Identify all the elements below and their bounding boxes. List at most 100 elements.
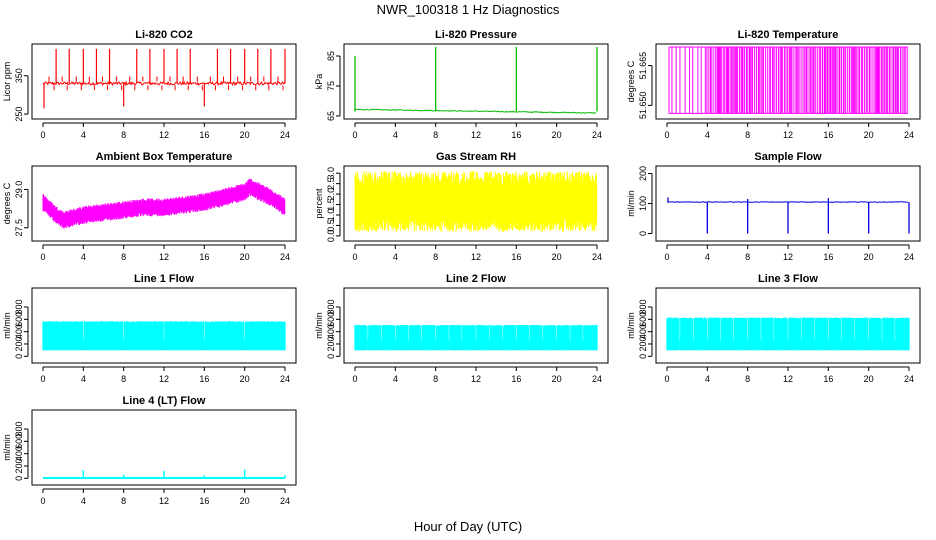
y-tick-label: 0 <box>638 231 648 236</box>
plot-frame <box>655 287 921 364</box>
chart-title: Li-820 Pressure <box>435 29 517 41</box>
y-tick-label: 0 <box>14 354 24 359</box>
chart-panel: Line 2 Flow 0 4 8 12 16 20 24 0 200400600800ml/mi… <box>314 273 609 384</box>
y-tick-label: 350 <box>14 68 24 83</box>
x-tick-label: 4 <box>81 374 86 384</box>
chart-title: Line 2 Flow <box>446 273 506 285</box>
y-tick-label: 1.5 <box>326 198 336 211</box>
x-tick-label: 12 <box>159 496 169 506</box>
plot-area <box>666 317 910 351</box>
y-tick-label: 400 <box>638 324 648 339</box>
plot-area <box>42 48 286 109</box>
x-tick-label: 8 <box>433 252 438 262</box>
y-tick-label: 75 <box>326 81 336 91</box>
y-tick-label: 800 <box>638 300 648 315</box>
y-tick-label: 800 <box>14 300 24 315</box>
x-tick-label: 4 <box>393 130 398 140</box>
x-tick-label: 20 <box>552 252 562 262</box>
y-tick-label: 0 <box>326 354 336 359</box>
plot-area <box>354 47 598 114</box>
x-tick-label: 0 <box>40 252 45 262</box>
x-tick-label: 8 <box>121 252 126 262</box>
x-tick-label: 20 <box>552 130 562 140</box>
y-tick-label: 600 <box>14 312 24 327</box>
chart-panel: Ambient Box Temperature 0 4 8 12 16 20 24 27.5 29… <box>2 151 297 262</box>
y-tick-label: 85 <box>326 51 336 61</box>
chart-title: Ambient Box Temperature <box>96 151 233 163</box>
plot-frame <box>343 287 609 364</box>
y-tick-label: 51.665 <box>638 52 648 80</box>
plot-area <box>42 321 286 351</box>
y-tick-label: 600 <box>14 434 24 449</box>
x-tick-label: 16 <box>199 374 209 384</box>
y-tick-label: 200 <box>14 458 24 473</box>
series-line <box>354 86 597 114</box>
y-axis-label: ml/min <box>626 190 636 217</box>
plot-frame <box>343 43 609 120</box>
x-tick-label: 12 <box>159 252 169 262</box>
x-tick-label: 24 <box>280 252 290 262</box>
y-tick-label: 400 <box>326 324 336 339</box>
x-tick-label: 8 <box>121 374 126 384</box>
x-tick-label: 20 <box>864 252 874 262</box>
y-tick-label: 200 <box>326 336 336 351</box>
y-tick-label: 2.5 <box>326 177 336 190</box>
x-tick-label: 4 <box>705 130 710 140</box>
x-tick-label: 0 <box>664 130 669 140</box>
y-tick-label: 200 <box>638 166 648 181</box>
x-tick-label: 20 <box>240 130 250 140</box>
x-tick-label: 4 <box>705 374 710 384</box>
plot-area <box>42 178 286 229</box>
chart-title: Sample Flow <box>754 151 822 163</box>
x-tick-label: 16 <box>823 252 833 262</box>
x-tick-label: 0 <box>40 374 45 384</box>
x-tick-label: 12 <box>471 252 481 262</box>
x-tick-label: 4 <box>81 496 86 506</box>
y-tick-label: 800 <box>14 422 24 437</box>
plot-area <box>354 324 598 351</box>
y-tick-label: 200 <box>14 336 24 351</box>
x-tick-label: 16 <box>823 130 833 140</box>
y-axis-label: degrees C <box>626 60 636 102</box>
x-tick-label: 8 <box>121 496 126 506</box>
y-axis-label: percent <box>314 188 324 219</box>
x-tick-label: 8 <box>433 130 438 140</box>
y-tick-label: 27.5 <box>14 219 24 237</box>
y-tick-label: 3.0 <box>326 167 336 180</box>
x-tick-label: 16 <box>199 252 209 262</box>
x-tick-label: 24 <box>592 374 602 384</box>
plot-area <box>666 197 910 234</box>
y-tick-label: 600 <box>326 312 336 327</box>
x-tick-label: 8 <box>745 374 750 384</box>
y-axis-label: ml/min <box>2 312 12 339</box>
x-tick-label: 16 <box>199 130 209 140</box>
figure-xlabel: Hour of Day (UTC) <box>414 519 522 534</box>
chart-title: Line 1 Flow <box>134 273 194 285</box>
plot-frame <box>655 43 921 120</box>
x-tick-label: 8 <box>745 130 750 140</box>
chart-panel: Line 3 Flow 0 4 8 12 16 20 24 0 200400600800ml/mi… <box>626 273 921 384</box>
chart-panel: Line 1 Flow 0 4 8 12 16 20 24 0 200400600800ml/mi… <box>2 273 297 384</box>
x-tick-label: 16 <box>511 252 521 262</box>
x-tick-label: 24 <box>904 252 914 262</box>
x-tick-label: 24 <box>904 374 914 384</box>
figure-title: NWR_100318 1 Hz Diagnostics <box>377 2 560 17</box>
plot-area <box>354 171 598 232</box>
x-tick-label: 12 <box>783 130 793 140</box>
y-tick-label: 2.0 <box>326 188 336 201</box>
x-tick-label: 4 <box>393 374 398 384</box>
x-tick-label: 12 <box>471 374 481 384</box>
x-tick-label: 20 <box>864 374 874 384</box>
chart-panel: Li-820 Temperature 0 4 8 12 16 20 24 51.650 51.66… <box>626 29 921 140</box>
x-tick-label: 4 <box>81 252 86 262</box>
x-tick-label: 12 <box>159 130 169 140</box>
x-tick-label: 24 <box>904 130 914 140</box>
plot-frame <box>655 165 921 242</box>
plot-frame <box>31 409 297 486</box>
y-tick-label: 400 <box>14 446 24 461</box>
y-tick-label: 800 <box>326 300 336 315</box>
x-tick-label: 12 <box>783 374 793 384</box>
